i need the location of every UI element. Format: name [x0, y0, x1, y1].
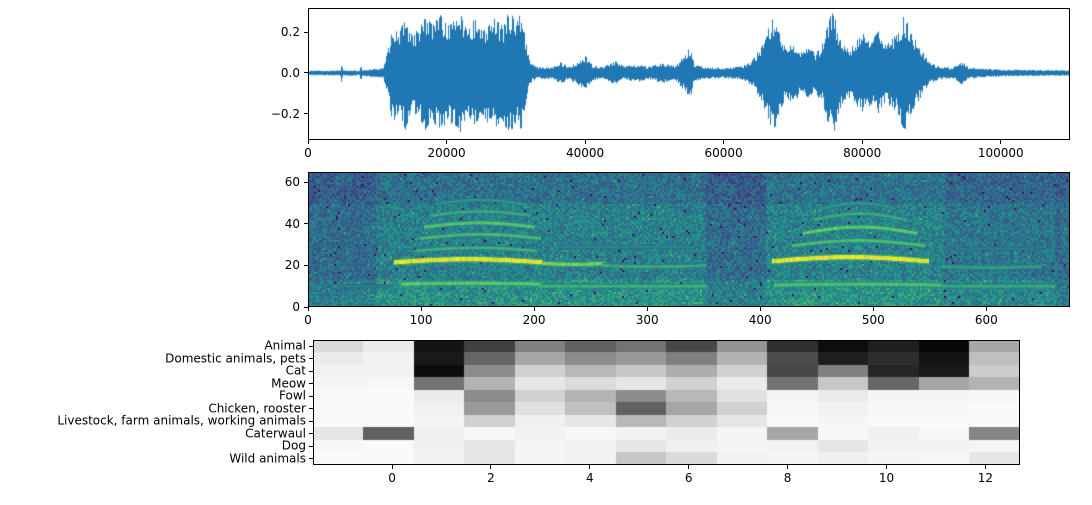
class-tick-mark	[309, 370, 313, 372]
y-tick-label: 0.2	[280, 25, 300, 40]
x-tick-label: 0	[388, 471, 396, 485]
x-tick-label: 40000	[565, 146, 605, 160]
x-tick-label: 2	[487, 471, 495, 485]
x-tick-mark	[307, 140, 309, 144]
x-tick-label: 600	[974, 313, 998, 327]
x-tick-mark	[759, 307, 761, 311]
class-label: Fowl	[279, 388, 306, 403]
class-label: Domestic animals, pets	[165, 351, 306, 366]
class-tick-mark	[309, 420, 313, 422]
x-tick-label: 4	[586, 471, 594, 485]
class-label: Chicken, rooster	[208, 401, 306, 416]
class-tick-mark	[309, 445, 313, 447]
spectrogram-axes	[308, 172, 1070, 307]
x-tick-label: 10	[878, 471, 895, 485]
class-label: Livestock, farm animals, working animals	[57, 413, 306, 428]
x-tick-label: 500	[861, 313, 885, 327]
spectrogram-canvas	[308, 172, 1070, 307]
y-tick-label: 60	[284, 175, 300, 190]
class-label: Dog	[281, 438, 306, 453]
x-tick-mark	[446, 140, 448, 144]
x-tick-mark	[420, 307, 422, 311]
y-tick-label: 0.0	[280, 65, 300, 80]
x-tick-mark	[646, 307, 648, 311]
y-tick-label: 0	[292, 300, 300, 314]
y-tick-mark	[304, 306, 308, 308]
x-tick-mark	[861, 140, 863, 144]
y-tick-label: 20	[284, 258, 300, 273]
x-tick-mark	[307, 307, 309, 311]
y-tick-mark	[304, 223, 308, 225]
x-tick-label: 200	[522, 313, 546, 327]
class-label: Meow	[271, 376, 306, 391]
x-tick-label: 60000	[704, 146, 743, 160]
class-tick-mark	[309, 408, 313, 410]
class-scores-axes	[313, 340, 1020, 465]
x-tick-mark	[584, 140, 586, 144]
x-tick-label: 8	[783, 471, 792, 485]
y-tick-mark	[304, 113, 308, 115]
y-tick-mark	[304, 181, 308, 183]
y-tick-label: 40	[284, 216, 300, 231]
x-tick-label: 12	[977, 471, 994, 485]
x-tick-label: 20000	[427, 146, 466, 160]
x-tick-mark	[886, 465, 887, 469]
x-tick-mark	[723, 140, 725, 144]
class-label: Animal	[264, 338, 306, 353]
class-tick-mark	[309, 458, 313, 460]
x-tick-mark	[984, 465, 986, 469]
x-tick-label: 6	[684, 471, 693, 485]
y-tick-mark	[304, 72, 308, 74]
x-tick-label: 80000	[843, 146, 882, 160]
x-tick-mark	[589, 465, 591, 469]
x-tick-mark	[533, 307, 535, 311]
class-tick-mark	[309, 345, 313, 347]
x-tick-label: 100000	[977, 146, 1024, 160]
x-tick-mark	[391, 465, 393, 469]
class-label: Cat	[285, 363, 306, 378]
y-tick-mark	[304, 31, 308, 33]
class-tick-mark	[309, 383, 313, 385]
x-tick-mark	[787, 465, 789, 469]
class-scores-heatmap-canvas	[313, 340, 1020, 465]
class-tick-mark	[309, 358, 313, 360]
class-tick-mark	[309, 395, 313, 397]
class-tick-mark	[309, 433, 313, 435]
x-tick-mark	[490, 465, 492, 469]
x-tick-mark	[1000, 140, 1002, 144]
x-tick-mark	[688, 465, 690, 469]
x-tick-label: 100	[409, 313, 433, 327]
x-tick-label: 300	[635, 313, 659, 327]
x-tick-mark	[985, 307, 987, 311]
x-tick-label: 0	[304, 313, 312, 327]
x-tick-mark	[872, 307, 874, 311]
x-tick-label: 0	[304, 146, 312, 160]
waveform-axes	[308, 8, 1070, 140]
y-tick-mark	[304, 264, 308, 266]
x-tick-label: 400	[748, 313, 772, 327]
class-label: Wild animals	[229, 451, 306, 466]
class-label: Caterwaul	[245, 426, 306, 441]
y-tick-label: −0.2	[270, 106, 300, 121]
waveform-canvas	[308, 8, 1070, 140]
